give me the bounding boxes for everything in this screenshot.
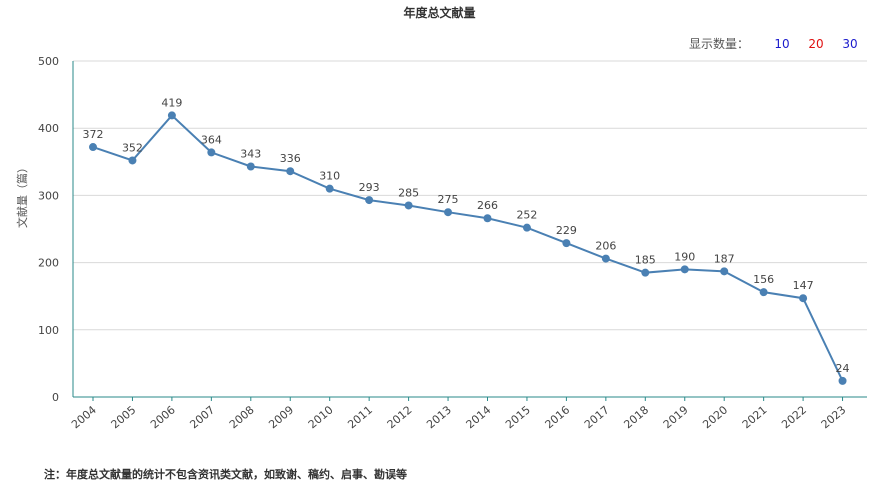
display-count-20-option[interactable]: 20 [808,36,824,51]
data-label: 156 [753,273,774,286]
x-tick-label: 2010 [306,403,336,431]
data-point [404,201,413,210]
x-tick-label: 2022 [779,403,809,431]
data-point [483,214,492,223]
x-tick-label: 2015 [503,403,533,431]
data-label: 364 [201,133,222,146]
y-tick-label: 300 [38,189,59,202]
y-tick-label: 200 [38,257,59,270]
data-point [720,267,729,276]
data-label: 24 [836,362,850,375]
data-point [759,288,768,297]
data-label: 336 [280,152,301,165]
axes: 0 100 200 300 400 500 2004 2005 2006 2007 2008 2009… [38,55,867,431]
x-tick-label: 2013 [424,403,454,431]
data-points [89,111,847,385]
data-point [365,196,374,205]
data-point [799,294,808,303]
data-point [286,167,295,176]
data-point [207,148,216,157]
y-tick-label: 400 [38,122,59,135]
x-tick-label: 2023 [819,403,849,431]
data-point [444,208,453,217]
x-tick-label: 2016 [543,403,573,431]
x-tick-label: 2007 [187,403,217,431]
data-label: 372 [83,128,104,141]
data-label: 419 [161,96,182,109]
gridlines [73,60,867,331]
data-label: 206 [595,240,616,253]
display-count-selector: 显示数量： 10 20 30 [689,35,867,52]
x-tick-label: 2014 [464,403,494,431]
x-tick-label: 2018 [621,403,651,431]
data-point [680,265,689,274]
data-label: 266 [477,199,498,212]
y-tick-label: 500 [38,55,59,68]
data-label: 147 [793,279,814,292]
x-tick-label: 2008 [227,403,257,431]
data-label: 343 [240,148,261,161]
data-point [89,143,97,152]
data-label: 310 [319,170,340,183]
y-tick-label: 100 [38,324,59,337]
display-count-10-option[interactable]: 10 [774,36,790,51]
data-point [522,223,531,232]
footnote: 注：年度总文献量的统计不包含资讯类文献，如致谢、稿约、启事、勘误等 [44,468,407,481]
series-line-layer [92,113,844,382]
data-label: 285 [398,186,419,199]
data-label: 190 [674,250,695,263]
data-point [325,184,334,193]
data-label: 352 [122,141,143,154]
series-line [92,113,844,382]
data-point [167,111,176,120]
display-count-label: 显示数量： [688,37,749,51]
x-tick-label: 2017 [582,403,612,431]
data-label: 185 [635,254,656,267]
display-count-30-option[interactable]: 30 [842,36,858,51]
data-point [601,254,610,263]
data-label: 187 [714,252,735,265]
data-point [246,162,255,171]
x-tick-label: 2006 [148,403,178,431]
x-tick-label: 2009 [266,403,296,431]
data-point [838,376,847,385]
x-tick-label: 2019 [661,403,691,431]
data-label: 252 [516,209,537,222]
data-label: 275 [438,193,459,206]
y-tick-label: 0 [52,391,59,404]
data-point [562,239,571,248]
data-labels: 372 352 419 364 343 336 310 293 285 275 266 252 229 2… [83,96,850,374]
data-label: 293 [359,181,380,194]
data-point [641,268,650,277]
data-point [128,156,137,165]
x-tick-label: 2021 [740,403,770,431]
x-tick-label: 2004 [69,403,99,431]
chart-title: 年度总文献量 [403,6,476,20]
x-tick-label: 2005 [109,403,139,431]
x-tick-label: 2012 [385,403,415,431]
data-label: 229 [556,224,577,237]
x-tick-label: 2020 [700,403,730,431]
x-tick-label: 2011 [345,403,375,431]
